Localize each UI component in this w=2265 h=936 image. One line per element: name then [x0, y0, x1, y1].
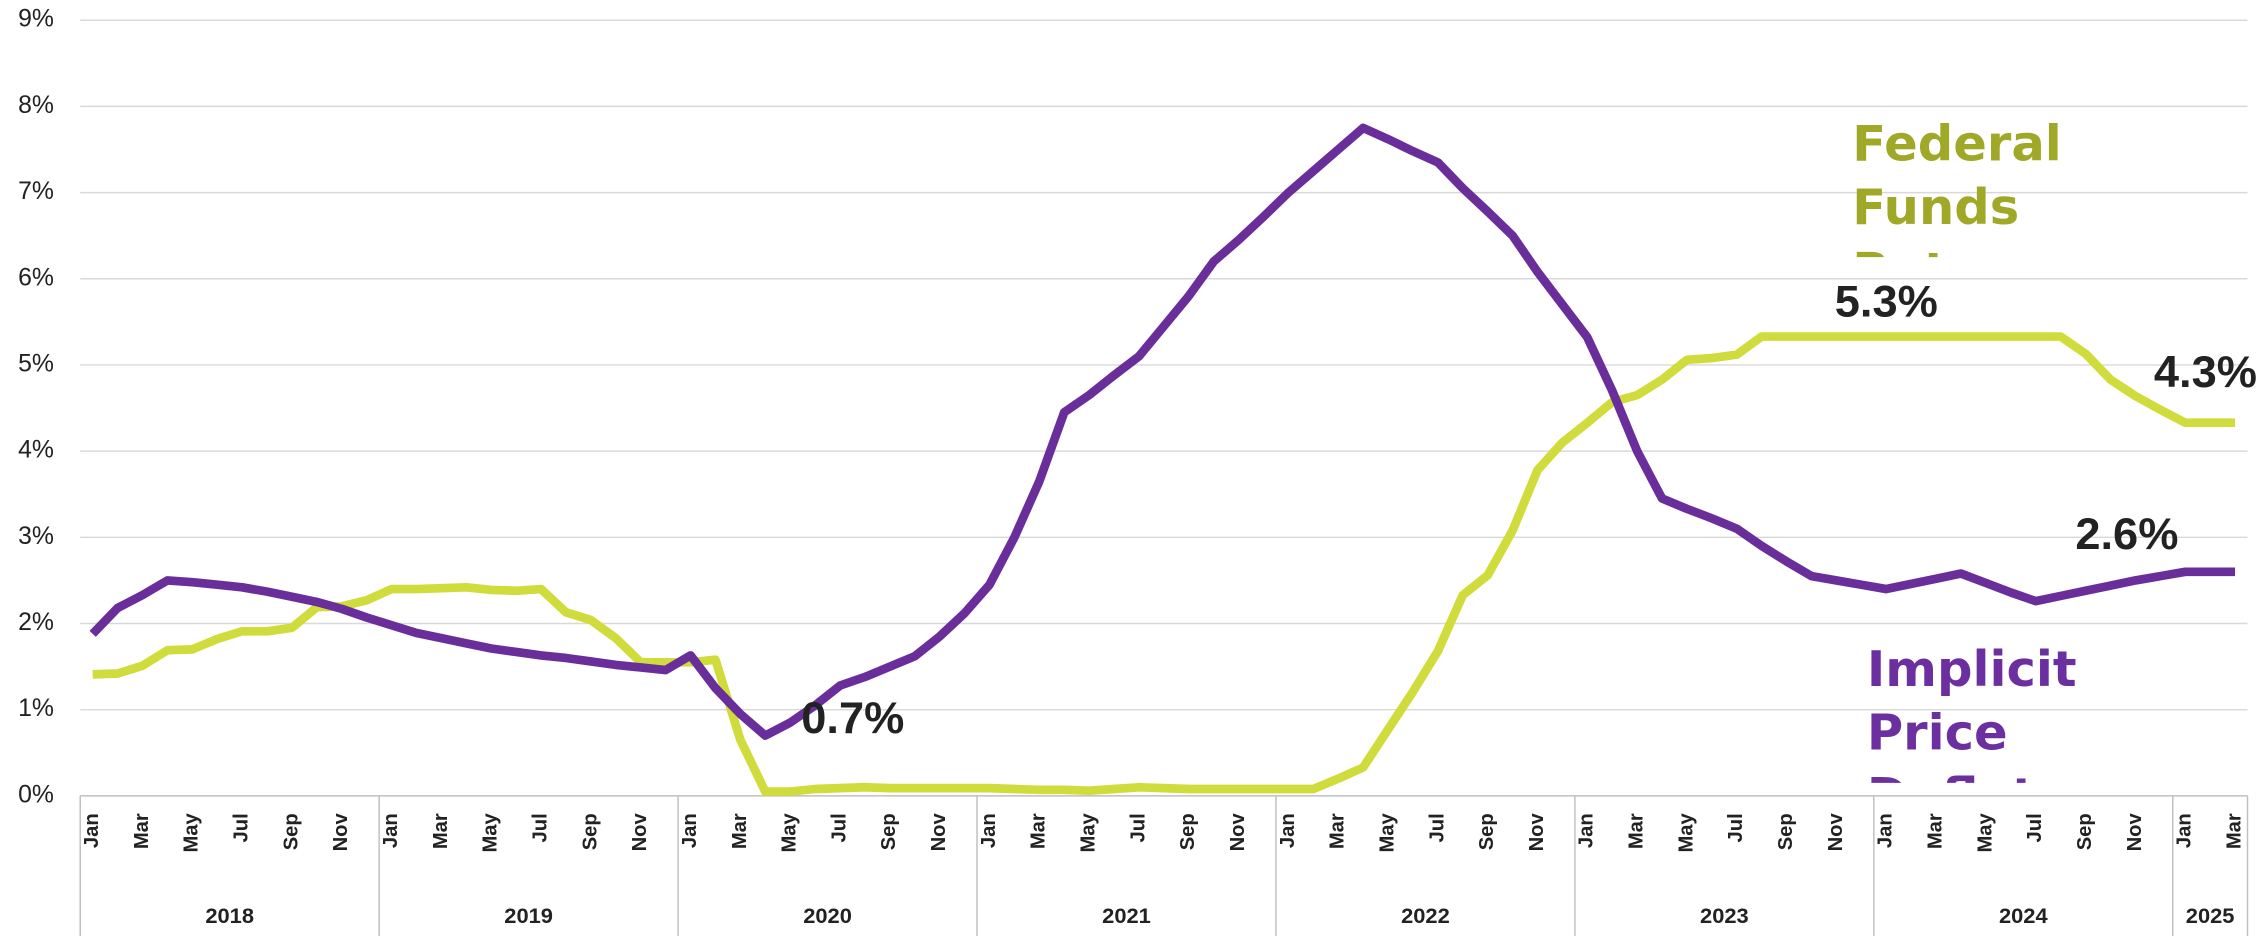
year-label: 2019 — [504, 903, 553, 928]
x-tick-label: Mar — [131, 813, 153, 849]
legend-item: Implicit Price Deflator — [1866, 641, 2094, 783]
y-tick-label: 1% — [18, 695, 54, 722]
x-tick-label: Nov — [1825, 813, 1847, 852]
year-label: 2024 — [1999, 903, 2048, 928]
x-tick-label: May — [181, 813, 203, 853]
x-tick-label: Jan — [1277, 813, 1299, 848]
year-label: 2023 — [1700, 903, 1749, 928]
x-tick-label: Jul — [230, 813, 252, 842]
data-label: 5.3% — [1835, 276, 1938, 327]
x-tick-label: May — [779, 813, 801, 853]
legend-label: Implicit Price Deflator — [1866, 641, 2094, 783]
y-tick-label: 0% — [18, 781, 54, 808]
year-label: 2021 — [1102, 903, 1151, 928]
x-tick-label: May — [1077, 813, 1099, 853]
y-tick-label: 5% — [18, 351, 54, 378]
y-tick-label: 7% — [18, 178, 54, 205]
y-tick-label: 3% — [18, 523, 54, 550]
x-tick-label: Sep — [579, 813, 601, 850]
data-label: 0.7% — [801, 692, 904, 743]
x-tick-label: Jan — [978, 813, 1000, 848]
x-tick-label: Mar — [1028, 813, 1050, 849]
x-tick-label: Mar — [1625, 813, 1647, 849]
x-tick-label: Nov — [330, 813, 352, 852]
year-label: 2022 — [1401, 903, 1450, 928]
year-label: 2025 — [2186, 903, 2235, 928]
x-tick-label: Mar — [729, 813, 751, 849]
x-tick-label: Nov — [629, 813, 651, 852]
x-tick-label: May — [1675, 813, 1697, 853]
y-tick-label: 8% — [18, 92, 54, 119]
x-tick-label: Sep — [1177, 813, 1199, 850]
x-tick-label: Sep — [1476, 813, 1498, 850]
x-tick-label: Jul — [1127, 813, 1149, 842]
x-tick-label: Sep — [1775, 813, 1797, 850]
series-line — [92, 332, 2236, 796]
y-tick-label: 2% — [18, 609, 54, 636]
x-tick-label: Mar — [430, 813, 452, 849]
x-tick-label: Jan — [1576, 813, 1598, 848]
x-tick-label: Jan — [81, 813, 103, 848]
data-label: 4.3% — [2154, 346, 2257, 397]
legend-label: Federal Funds Rate — [1852, 115, 2062, 258]
x-tick-label: Jan — [380, 813, 402, 848]
x-tick-label: Jul — [1725, 813, 1747, 842]
x-tick-label: Sep — [280, 813, 302, 850]
x-tick-label: Mar — [1924, 813, 1946, 849]
x-tick-label: Sep — [2074, 813, 2096, 850]
y-tick-label: 9% — [18, 6, 54, 33]
x-tick-label: Nov — [2124, 813, 2146, 852]
x-tick-label: Nov — [1526, 813, 1548, 852]
x-tick-label: May — [1376, 813, 1398, 853]
x-tick-label: Jan — [2174, 813, 2196, 848]
y-tick-label: 6% — [18, 264, 54, 291]
legend-item: Federal Funds Rate — [1852, 115, 2062, 258]
x-tick-label: Nov — [928, 813, 950, 852]
x-tick-label: Mar — [1327, 813, 1349, 849]
x-tick-label: May — [1974, 813, 1996, 853]
x-tick-label: Sep — [878, 813, 900, 850]
x-tick-label: Jul — [1426, 813, 1448, 842]
x-tick-label: Jul — [828, 813, 850, 842]
x-tick-label: Nov — [1227, 813, 1249, 852]
series-line — [89, 123, 2236, 740]
year-label: 2018 — [205, 903, 254, 928]
data-label: 2.6% — [2075, 508, 2178, 559]
x-tick-label: Jul — [2024, 813, 2046, 842]
x-tick-label: Mar — [2223, 813, 2245, 849]
x-tick-label: Jul — [529, 813, 551, 842]
year-label: 2020 — [803, 903, 852, 928]
x-tick-label: Jan — [679, 813, 701, 848]
y-tick-label: 4% — [18, 437, 54, 464]
x-tick-label: May — [480, 813, 502, 853]
x-tick-label: Jan — [1875, 813, 1897, 848]
